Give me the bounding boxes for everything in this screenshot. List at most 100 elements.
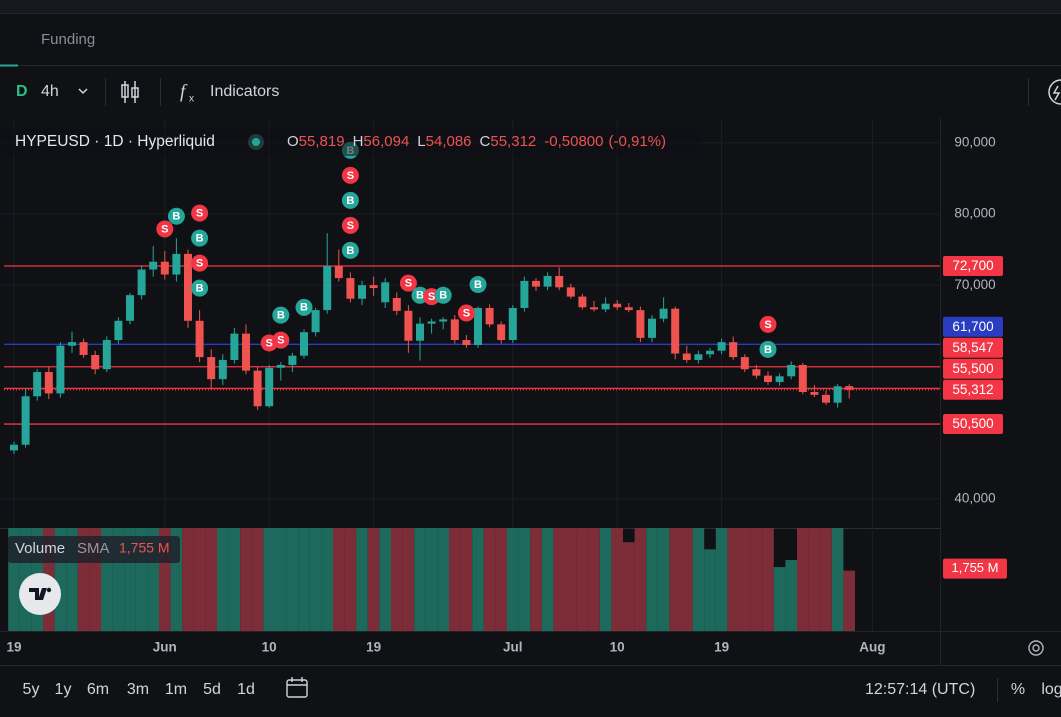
timeframe-button[interactable]: 5y [23,681,40,698]
volume-bar [321,528,333,631]
signal-label[interactable]: B [764,344,772,356]
volume-bar [147,528,159,631]
settings-button[interactable] [1028,640,1044,656]
volume-bar [530,528,542,631]
snapshot-button[interactable] [1052,85,1061,101]
volume-bar [437,528,449,631]
signal-marker[interactable] [759,315,777,333]
signal-marker[interactable] [341,166,359,184]
indicators-icon[interactable]: f [180,81,188,102]
ohlc-key: C [480,133,491,150]
volume-bar [8,528,20,631]
timeframe-button[interactable]: 3m [127,681,149,698]
timeframe-button[interactable]: 1m [165,681,187,698]
timeframe-button[interactable]: 1d [237,681,255,698]
signal-marker[interactable] [191,254,209,272]
candle-body [613,303,622,308]
tradingview-logo[interactable] [46,587,52,593]
timeframe-button[interactable]: 5d [203,681,221,698]
signal-marker[interactable] [434,286,452,304]
signal-label[interactable]: S [347,220,354,232]
interval-button[interactable]: 4h [41,83,59,100]
market-status [252,138,260,146]
signal-label[interactable]: B [439,290,447,302]
symbol-title: HYPEUSD · 1D · Hyperliquid [15,133,215,150]
signal-label[interactable]: B [196,283,204,295]
indicators-button[interactable]: Indicators [210,83,279,100]
volume-bar [77,528,90,631]
signal-label[interactable]: B [172,211,180,223]
volume-bar [240,528,252,631]
candle-body [33,372,42,397]
candle-body [717,342,726,351]
chart-type-button[interactable] [121,81,139,103]
candle-body [184,253,192,321]
signal-marker[interactable] [191,204,209,222]
scale-option[interactable]: log [1041,681,1061,698]
funding-tab[interactable]: Funding [41,31,95,48]
signal-label[interactable]: S [463,307,470,319]
signal-marker[interactable] [272,331,290,349]
signal-marker[interactable] [295,298,313,316]
candle-body [648,318,656,338]
signal-label[interactable]: S [266,337,273,349]
axes: 40,000 70,000 80,000 90,000 19 Jun 10 19 Jul 10 19… [6,134,1007,655]
signal-label[interactable]: S [347,170,354,182]
scale-option[interactable]: % [1011,681,1025,698]
candle-body [485,307,494,325]
signal-label[interactable]: S [161,223,168,235]
volume-bar [588,528,600,631]
interval-dropdown[interactable] [78,88,88,95]
timeframe-button[interactable]: 6m [87,681,109,698]
snapshot-button[interactable] [1048,79,1061,105]
signal-label[interactable]: S [405,278,412,290]
signal-marker[interactable] [191,279,209,297]
signal-label[interactable]: B [196,233,204,245]
signal-marker[interactable] [399,274,417,292]
signal-marker[interactable] [457,304,475,322]
signal-marker[interactable] [759,340,777,358]
price-level-label: 58,547 [952,340,993,355]
candle-body [624,307,633,311]
volume-legend-value: 1,755 M [119,540,170,556]
signal-marker[interactable] [272,306,290,324]
signal-marker[interactable] [167,207,185,225]
candle-body [532,280,540,287]
signal-marker[interactable] [156,220,174,238]
signal-marker[interactable] [341,216,359,234]
volume-bar [797,528,809,631]
indicators-icon[interactable]: x [189,94,194,105]
volume-bar [820,528,832,631]
signal-label[interactable]: S [196,258,203,270]
volume-bar [298,528,310,631]
candle-body [775,376,784,383]
signal-label[interactable]: B [300,302,308,314]
tradingview-logo[interactable] [29,588,47,600]
candle-body [682,353,691,360]
interval-button[interactable]: D [16,83,28,100]
signal-label[interactable]: B [416,290,424,302]
signal-label[interactable]: B [474,279,482,291]
ohlc-key: L [417,133,425,150]
signal-label[interactable]: S [428,291,435,303]
signal-label[interactable]: S [277,335,284,347]
signal-marker[interactable] [341,191,359,209]
signal-label[interactable]: B [346,195,354,207]
volume-bar [89,528,101,631]
volume-bar [159,528,171,631]
signal-marker[interactable] [469,276,487,294]
candle-body [172,253,181,275]
candle-body [474,307,482,346]
candle-body [102,340,111,370]
volume-bar [182,528,194,631]
signal-marker[interactable] [341,241,359,259]
timeframe-button[interactable]: 1y [55,681,72,698]
signal-label[interactable]: S [196,208,203,220]
x-tick-label: 19 [714,640,729,655]
signal-label[interactable]: S [764,319,771,331]
signal-label[interactable]: B [277,310,285,322]
date-range-button[interactable] [286,677,308,698]
candle-body [346,278,355,299]
signal-label[interactable]: B [346,245,354,257]
signal-marker[interactable] [191,229,209,247]
